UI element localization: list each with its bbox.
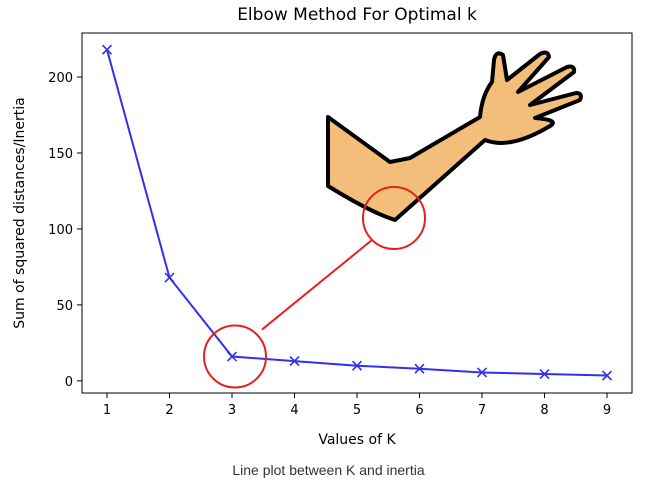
data-point-marker bbox=[351, 360, 363, 371]
highlight-circle-elbow-point bbox=[203, 324, 267, 389]
highlight-circle-arm-elbow bbox=[362, 186, 426, 250]
x-tick-label: 2 bbox=[165, 403, 173, 418]
y-tick-label: 0 bbox=[65, 375, 73, 390]
data-point-marker bbox=[226, 351, 238, 362]
x-tick-label: 3 bbox=[228, 403, 236, 418]
chart-title: Elbow Method For Optimal k bbox=[237, 5, 477, 25]
elbow-arm-illustration bbox=[326, 50, 583, 222]
y-axis-label: Sum of squared distances/Inertia bbox=[12, 97, 28, 329]
data-point-marker bbox=[164, 272, 175, 283]
y-axis-ticks: 0 50 100 150 200 bbox=[48, 71, 82, 390]
elbow-highlight bbox=[203, 186, 426, 389]
x-tick-label: 7 bbox=[478, 403, 486, 418]
highlight-connector bbox=[261, 239, 373, 331]
x-tick-label: 9 bbox=[603, 403, 611, 418]
x-axis-label: Values of K bbox=[318, 432, 396, 448]
data-point-marker bbox=[101, 44, 113, 55]
data-point-marker bbox=[414, 363, 425, 374]
data-point-marker bbox=[601, 370, 613, 381]
y-tick-label: 100 bbox=[48, 223, 73, 238]
x-tick-label: 6 bbox=[415, 403, 423, 418]
data-point-marker bbox=[476, 367, 488, 378]
x-tick-label: 5 bbox=[353, 403, 361, 418]
x-axis-ticks: 1 2 3 4 5 6 7 8 9 bbox=[103, 393, 611, 418]
x-tick-label: 4 bbox=[290, 403, 298, 418]
series-markers bbox=[101, 44, 613, 381]
y-tick-label: 50 bbox=[56, 299, 73, 314]
x-tick-label: 1 bbox=[103, 403, 111, 418]
data-point-marker bbox=[289, 356, 300, 367]
y-tick-label: 150 bbox=[48, 147, 73, 162]
y-tick-label: 200 bbox=[48, 71, 73, 86]
arm-shape bbox=[326, 50, 583, 222]
data-point-marker bbox=[539, 368, 550, 380]
x-tick-label: 8 bbox=[540, 403, 548, 418]
figure-caption: Line plot between K and inertia bbox=[232, 462, 425, 478]
